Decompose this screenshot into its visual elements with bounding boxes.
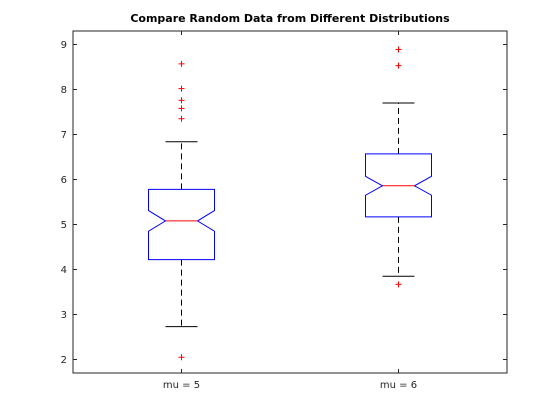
outlier-point (178, 85, 185, 92)
y-tick-label: 3 (61, 310, 67, 321)
outlier-point (178, 105, 185, 112)
box-group-1 (148, 60, 215, 361)
y-tick-label: 4 (61, 265, 67, 276)
x-tick-label: mu = 5 (163, 380, 200, 391)
y-tick-label: 6 (61, 175, 67, 186)
outlier-point (395, 46, 402, 53)
box-marks (148, 46, 432, 361)
x-tick-label: mu = 6 (380, 380, 417, 391)
box-group-2 (365, 46, 432, 288)
outlier-point (178, 60, 185, 67)
outlier-point (395, 281, 402, 288)
y-tick-label: 8 (61, 85, 67, 96)
outlier-point (178, 115, 185, 122)
y-tick-label: 9 (61, 40, 67, 51)
chart-title: Compare Random Data from Different Distr… (130, 12, 450, 25)
box (148, 188, 215, 261)
outlier-point (178, 97, 185, 104)
outlier-point (178, 354, 185, 361)
y-tick-label: 7 (61, 130, 67, 141)
box (365, 153, 432, 218)
plot-area (73, 31, 507, 373)
outlier-point (395, 62, 402, 69)
y-tick-label: 2 (61, 355, 67, 366)
y-tick-label: 5 (61, 220, 67, 231)
axes-frame (72, 30, 508, 374)
axes: 2 3 4 5 6 7 8 9 mu = 5 mu = 6 (61, 30, 508, 391)
